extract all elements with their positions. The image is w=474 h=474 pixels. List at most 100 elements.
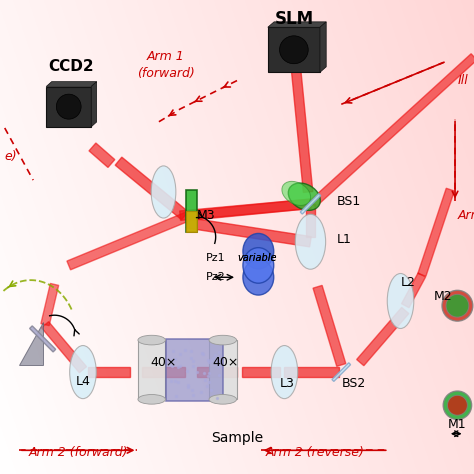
Polygon shape [46, 82, 97, 87]
Point [171, 378, 179, 385]
Point [208, 356, 215, 364]
Text: BS1: BS1 [337, 195, 361, 208]
Point [189, 391, 197, 399]
Text: variable: variable [237, 253, 276, 264]
Ellipse shape [443, 391, 472, 419]
Point [205, 378, 213, 385]
Bar [268, 27, 320, 72]
Polygon shape [19, 322, 43, 365]
Ellipse shape [138, 335, 165, 345]
Point [203, 382, 211, 390]
Point [193, 368, 201, 376]
Polygon shape [284, 367, 339, 377]
Polygon shape [320, 22, 326, 72]
Text: variable: variable [237, 253, 276, 264]
Polygon shape [242, 367, 280, 377]
Polygon shape [268, 22, 326, 27]
Point [204, 373, 212, 380]
Polygon shape [88, 367, 130, 377]
Text: Arm 2 (forward): Arm 2 (forward) [28, 446, 128, 459]
Point [176, 350, 184, 357]
Polygon shape [89, 143, 115, 167]
Point [183, 367, 191, 375]
Polygon shape [197, 367, 237, 377]
Bar [46, 87, 91, 127]
Polygon shape [189, 199, 311, 220]
Bar [209, 340, 237, 399]
Polygon shape [115, 157, 188, 219]
Text: Arm 2 (reverse): Arm 2 (reverse) [266, 446, 365, 459]
Text: Pz1: Pz1 [206, 253, 225, 264]
Ellipse shape [209, 335, 237, 345]
Polygon shape [418, 188, 455, 276]
Text: 40×: 40× [212, 356, 238, 369]
Ellipse shape [138, 394, 165, 404]
Point [205, 370, 212, 377]
Ellipse shape [288, 183, 320, 210]
Text: Sample: Sample [211, 431, 263, 446]
Polygon shape [310, 54, 474, 207]
Text: M1: M1 [448, 418, 466, 431]
Text: M2: M2 [434, 290, 452, 303]
Text: 40×: 40× [150, 356, 177, 369]
Point [215, 362, 223, 370]
Polygon shape [91, 82, 97, 127]
Point [189, 357, 197, 365]
Point [209, 355, 217, 362]
Point [215, 348, 223, 356]
Point [169, 347, 177, 355]
Text: L4: L4 [75, 375, 91, 388]
Point [213, 394, 220, 401]
Ellipse shape [209, 394, 237, 404]
Ellipse shape [280, 36, 308, 64]
Bar [30, 326, 55, 352]
Point [188, 354, 195, 362]
Point [168, 362, 175, 370]
Ellipse shape [295, 214, 326, 269]
Ellipse shape [271, 346, 298, 399]
Point [204, 356, 211, 364]
Point [173, 392, 180, 400]
Point [171, 356, 179, 363]
Point [167, 377, 174, 385]
Point [184, 383, 191, 391]
Text: Arm 1: Arm 1 [147, 50, 185, 64]
Point [188, 386, 196, 394]
Polygon shape [306, 204, 315, 237]
Text: M3: M3 [197, 209, 215, 222]
Bar [186, 190, 197, 232]
Bar [332, 363, 351, 382]
Text: Pz2: Pz2 [205, 272, 225, 283]
Ellipse shape [447, 395, 467, 415]
Point [197, 388, 205, 395]
Point [200, 350, 207, 357]
Polygon shape [401, 273, 426, 308]
Ellipse shape [151, 166, 176, 218]
Polygon shape [313, 285, 346, 366]
Text: Arm: Arm [457, 209, 474, 222]
Bar [186, 211, 197, 232]
Ellipse shape [70, 346, 96, 399]
Ellipse shape [243, 234, 274, 269]
Point [182, 346, 189, 354]
Point [208, 386, 215, 394]
Ellipse shape [243, 260, 274, 295]
Text: L1: L1 [337, 233, 351, 246]
Point [211, 351, 219, 358]
Polygon shape [180, 199, 311, 220]
Point [198, 350, 206, 357]
Point [201, 377, 209, 384]
Polygon shape [186, 218, 311, 247]
Point [174, 378, 182, 386]
Text: CCD2: CCD2 [48, 59, 94, 74]
Text: e): e) [5, 150, 18, 163]
Ellipse shape [387, 273, 414, 328]
Ellipse shape [282, 182, 310, 205]
Ellipse shape [56, 94, 81, 119]
Point [176, 363, 184, 370]
Polygon shape [356, 307, 409, 366]
Text: L2: L2 [401, 275, 415, 289]
Polygon shape [41, 322, 87, 373]
Bar [166, 339, 223, 401]
Point [174, 363, 182, 371]
